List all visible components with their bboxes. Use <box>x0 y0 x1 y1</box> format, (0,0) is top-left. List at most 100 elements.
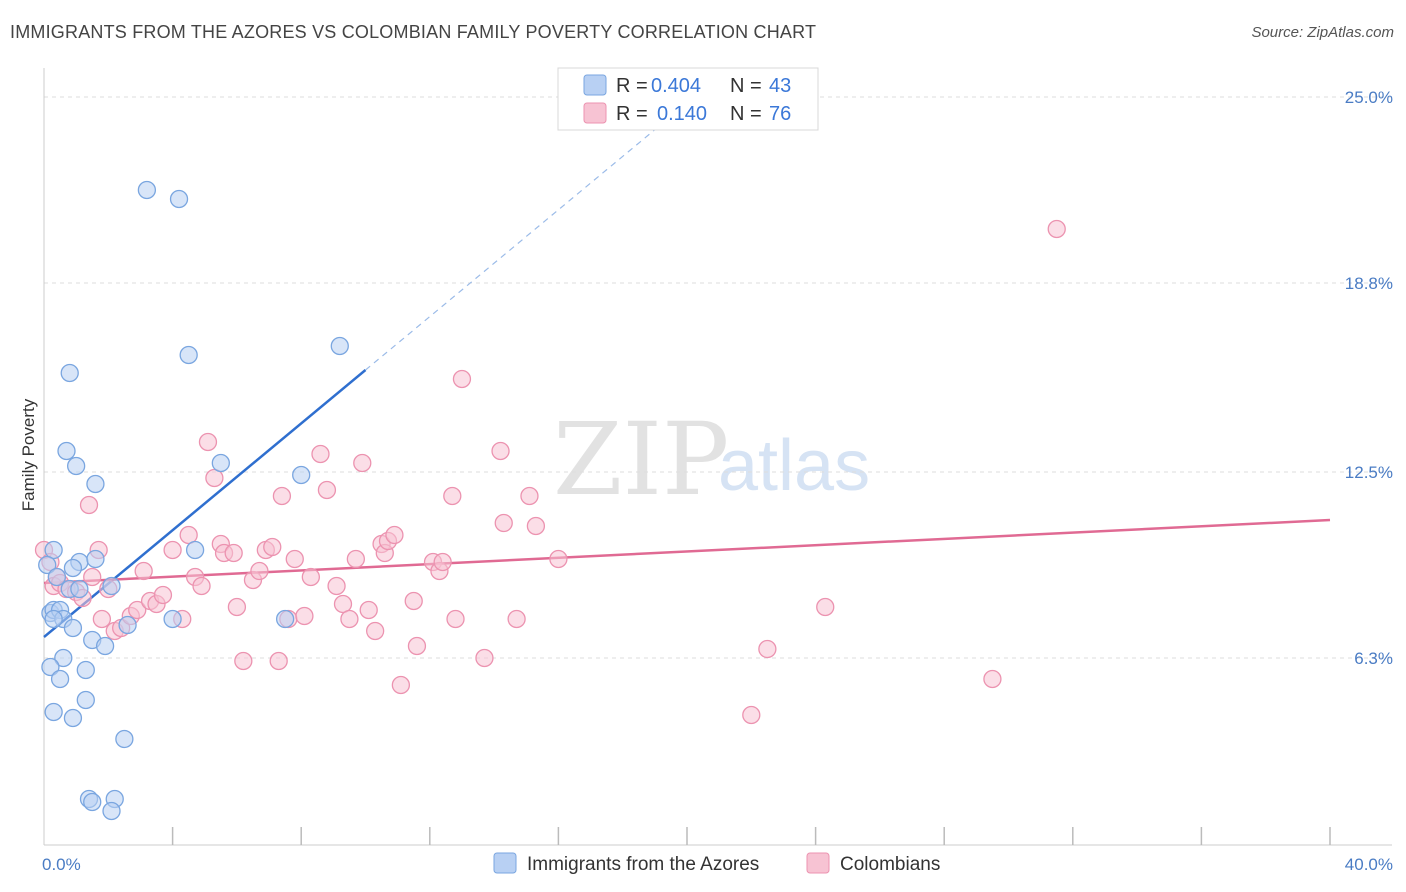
colombians-point-65 <box>475 648 494 668</box>
azores-point-15 <box>63 558 83 578</box>
azores-point-35 <box>76 690 95 710</box>
legend-r-label-azores: R = <box>616 75 648 97</box>
legend-n-label-azores: N = <box>730 75 762 97</box>
colombians-point-25 <box>192 576 211 596</box>
legend-r-value-colombians: 0.140 <box>657 103 707 125</box>
colombians-point-72 <box>742 705 761 725</box>
colombians-point-40 <box>285 549 304 569</box>
colombians-point-42 <box>301 567 320 587</box>
colombians-point-32 <box>234 651 253 671</box>
bottom-legend-swatch-colombians <box>806 852 830 874</box>
azores-point-16 <box>47 567 67 587</box>
legend-r-value-azores: 0.404 <box>651 75 701 97</box>
colombians-point-61 <box>433 552 452 572</box>
y-tick-label-2: 18.8% <box>1345 274 1393 293</box>
colombians-point-17 <box>134 561 153 581</box>
azores-point-4 <box>60 363 79 383</box>
colombians-point-57 <box>404 591 423 611</box>
azores-point-36 <box>44 702 63 722</box>
azores-point-14 <box>38 555 57 575</box>
azores-point-0 <box>137 180 157 200</box>
colombians-point-68 <box>507 609 526 629</box>
azores-point-5 <box>57 441 76 461</box>
colombians-point-63 <box>446 609 465 629</box>
azores-point-12 <box>86 549 105 569</box>
trend-extension-azores <box>365 102 688 371</box>
x-tick-label-0: 0.0% <box>42 855 81 874</box>
colombians-point-44 <box>317 480 337 500</box>
colombians-point-41 <box>295 606 314 626</box>
legend: R = 0.404 N = 43 R = 0.140 N = 76 <box>557 67 819 131</box>
watermark-atlas: atlas <box>718 426 870 506</box>
colombians-point-64 <box>452 369 472 389</box>
x-tick-label-1: 40.0% <box>1345 855 1393 874</box>
azores-point-3 <box>179 345 198 365</box>
colombians-point-30 <box>224 543 243 563</box>
bottom-legend-label-colombians: Colombians <box>840 854 940 875</box>
colombians-point-16 <box>128 600 147 620</box>
colombians-point-38 <box>272 486 292 506</box>
azores-point-37 <box>63 708 83 728</box>
colombians-point-62 <box>443 486 462 506</box>
colombians-point-34 <box>250 561 269 581</box>
azores-point-26 <box>118 615 137 635</box>
azores-point-31 <box>54 648 73 668</box>
data-points <box>34 180 1066 821</box>
watermark-zip: ZIP <box>553 401 729 518</box>
chart-source: Source: ZipAtlas.com <box>1251 24 1394 41</box>
colombians-point-76 <box>1047 219 1066 239</box>
azores-point-1 <box>169 189 189 209</box>
legend-n-value-colombians: 76 <box>769 103 791 125</box>
azores-point-19 <box>102 576 121 596</box>
colombians-point-55 <box>385 525 404 545</box>
colombians-point-56 <box>391 675 411 695</box>
azores-point-33 <box>50 669 70 689</box>
azores-point-34 <box>76 660 95 680</box>
colombians-point-48 <box>346 549 366 569</box>
y-tick-labels: 6.3% 12.5% 18.8% 25.0% <box>1345 88 1393 668</box>
watermark: ZIP atlas <box>553 401 870 518</box>
azores-point-40 <box>83 792 102 812</box>
colombians-point-26 <box>198 432 218 452</box>
legend-n-value-azores: 43 <box>769 75 791 97</box>
azores-point-8 <box>86 474 105 494</box>
bottom-legend-label-azores: Immigrants from the Azores <box>527 854 759 875</box>
azores-point-27 <box>163 609 182 629</box>
colombians-point-71 <box>549 549 568 569</box>
y-tick-label-0: 6.3% <box>1354 649 1393 668</box>
colombians-point-7 <box>79 495 99 515</box>
colombians-point-45 <box>327 576 346 596</box>
legend-swatch-colombians <box>583 102 607 124</box>
colombians-point-75 <box>983 669 1002 689</box>
bottom-legend: Immigrants from the Azores Colombians <box>493 852 940 875</box>
colombians-point-20 <box>153 585 173 605</box>
colombians-point-74 <box>816 597 835 617</box>
azores-point-38 <box>115 729 134 749</box>
legend-r-label-colombians: R = <box>616 103 648 125</box>
colombians-point-43 <box>311 444 330 464</box>
azores-point-25 <box>63 618 83 638</box>
colombians-point-73 <box>758 639 777 659</box>
axes <box>43 68 1392 846</box>
azores-point-24 <box>44 609 63 629</box>
colombians-point-49 <box>353 453 372 473</box>
azores-point-32 <box>41 657 60 677</box>
azores-point-18 <box>70 579 89 599</box>
colombians-point-67 <box>494 513 513 533</box>
azores-point-42 <box>102 801 121 821</box>
azores-point-7 <box>211 453 230 473</box>
colombians-point-36 <box>263 537 282 557</box>
azores-point-6 <box>67 456 86 476</box>
colombians-point-70 <box>526 516 546 536</box>
azores-point-28 <box>275 609 295 629</box>
colombians-point-69 <box>520 486 539 506</box>
trend-line-azores <box>43 369 367 638</box>
x-tick-labels: 0.0% 40.0% <box>42 855 1393 874</box>
colombians-point-66 <box>491 441 510 461</box>
colombians-point-21 <box>163 540 182 560</box>
chart-title: IMMIGRANTS FROM THE AZORES VS COLOMBIAN … <box>10 22 817 42</box>
y-axis-label: Family Poverty <box>19 398 38 511</box>
azores-point-2 <box>330 336 349 356</box>
y-tick-label-3: 25.0% <box>1345 88 1393 107</box>
